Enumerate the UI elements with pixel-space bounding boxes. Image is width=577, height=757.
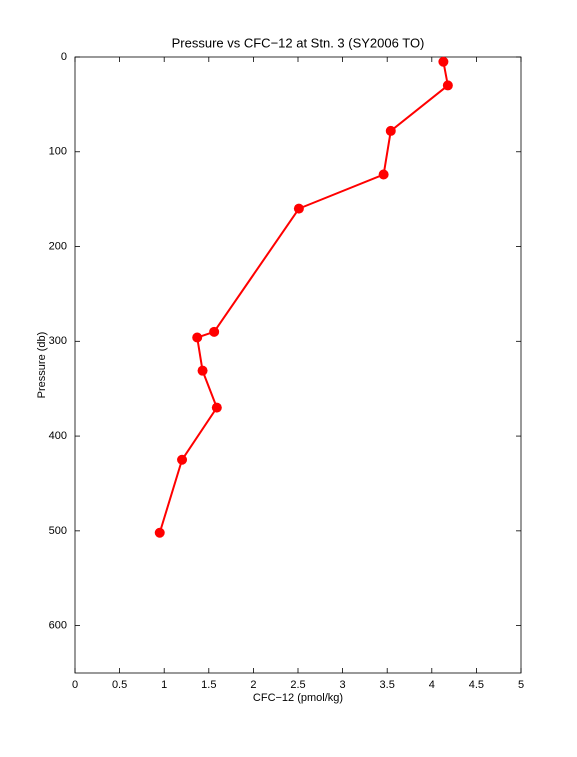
chart-title: Pressure vs CFC−12 at Stn. 3 (SY2006 TO) [172, 35, 425, 50]
data-point [378, 169, 389, 180]
x-tick-label: 3.5 [380, 679, 395, 691]
x-tick-label: 1.5 [201, 679, 216, 691]
y-tick-label: 400 [49, 430, 67, 442]
data-point [209, 326, 220, 337]
x-tick-label: 3 [340, 679, 346, 691]
x-axis-label: CFC−12 (pmol/kg) [253, 692, 343, 704]
data-point [197, 365, 208, 376]
y-tick-label: 100 [49, 146, 67, 158]
data-point [442, 80, 453, 91]
y-tick-label: 300 [49, 335, 67, 347]
data-point [192, 332, 203, 343]
data-point [438, 56, 449, 67]
x-tick-label: 2 [250, 679, 256, 691]
x-tick-label: 0.5 [112, 679, 127, 691]
x-tick-label: 4.5 [469, 679, 484, 691]
x-tick-label: 2.5 [290, 679, 305, 691]
y-tick-label: 200 [49, 240, 67, 252]
x-tick-label: 5 [518, 679, 524, 691]
x-tick-label: 4 [429, 679, 435, 691]
data-point [293, 203, 304, 214]
x-tick-label: 0 [72, 679, 78, 691]
y-tick-label: 0 [61, 51, 67, 63]
data-point [385, 125, 396, 136]
y-axis-label: Pressure (db) [36, 332, 48, 399]
data-point [177, 454, 188, 465]
x-tick-label: 1 [161, 679, 167, 691]
y-tick-label: 600 [49, 620, 67, 632]
data-point [154, 527, 165, 538]
y-tick-label: 500 [49, 525, 67, 537]
data-point [211, 402, 222, 413]
